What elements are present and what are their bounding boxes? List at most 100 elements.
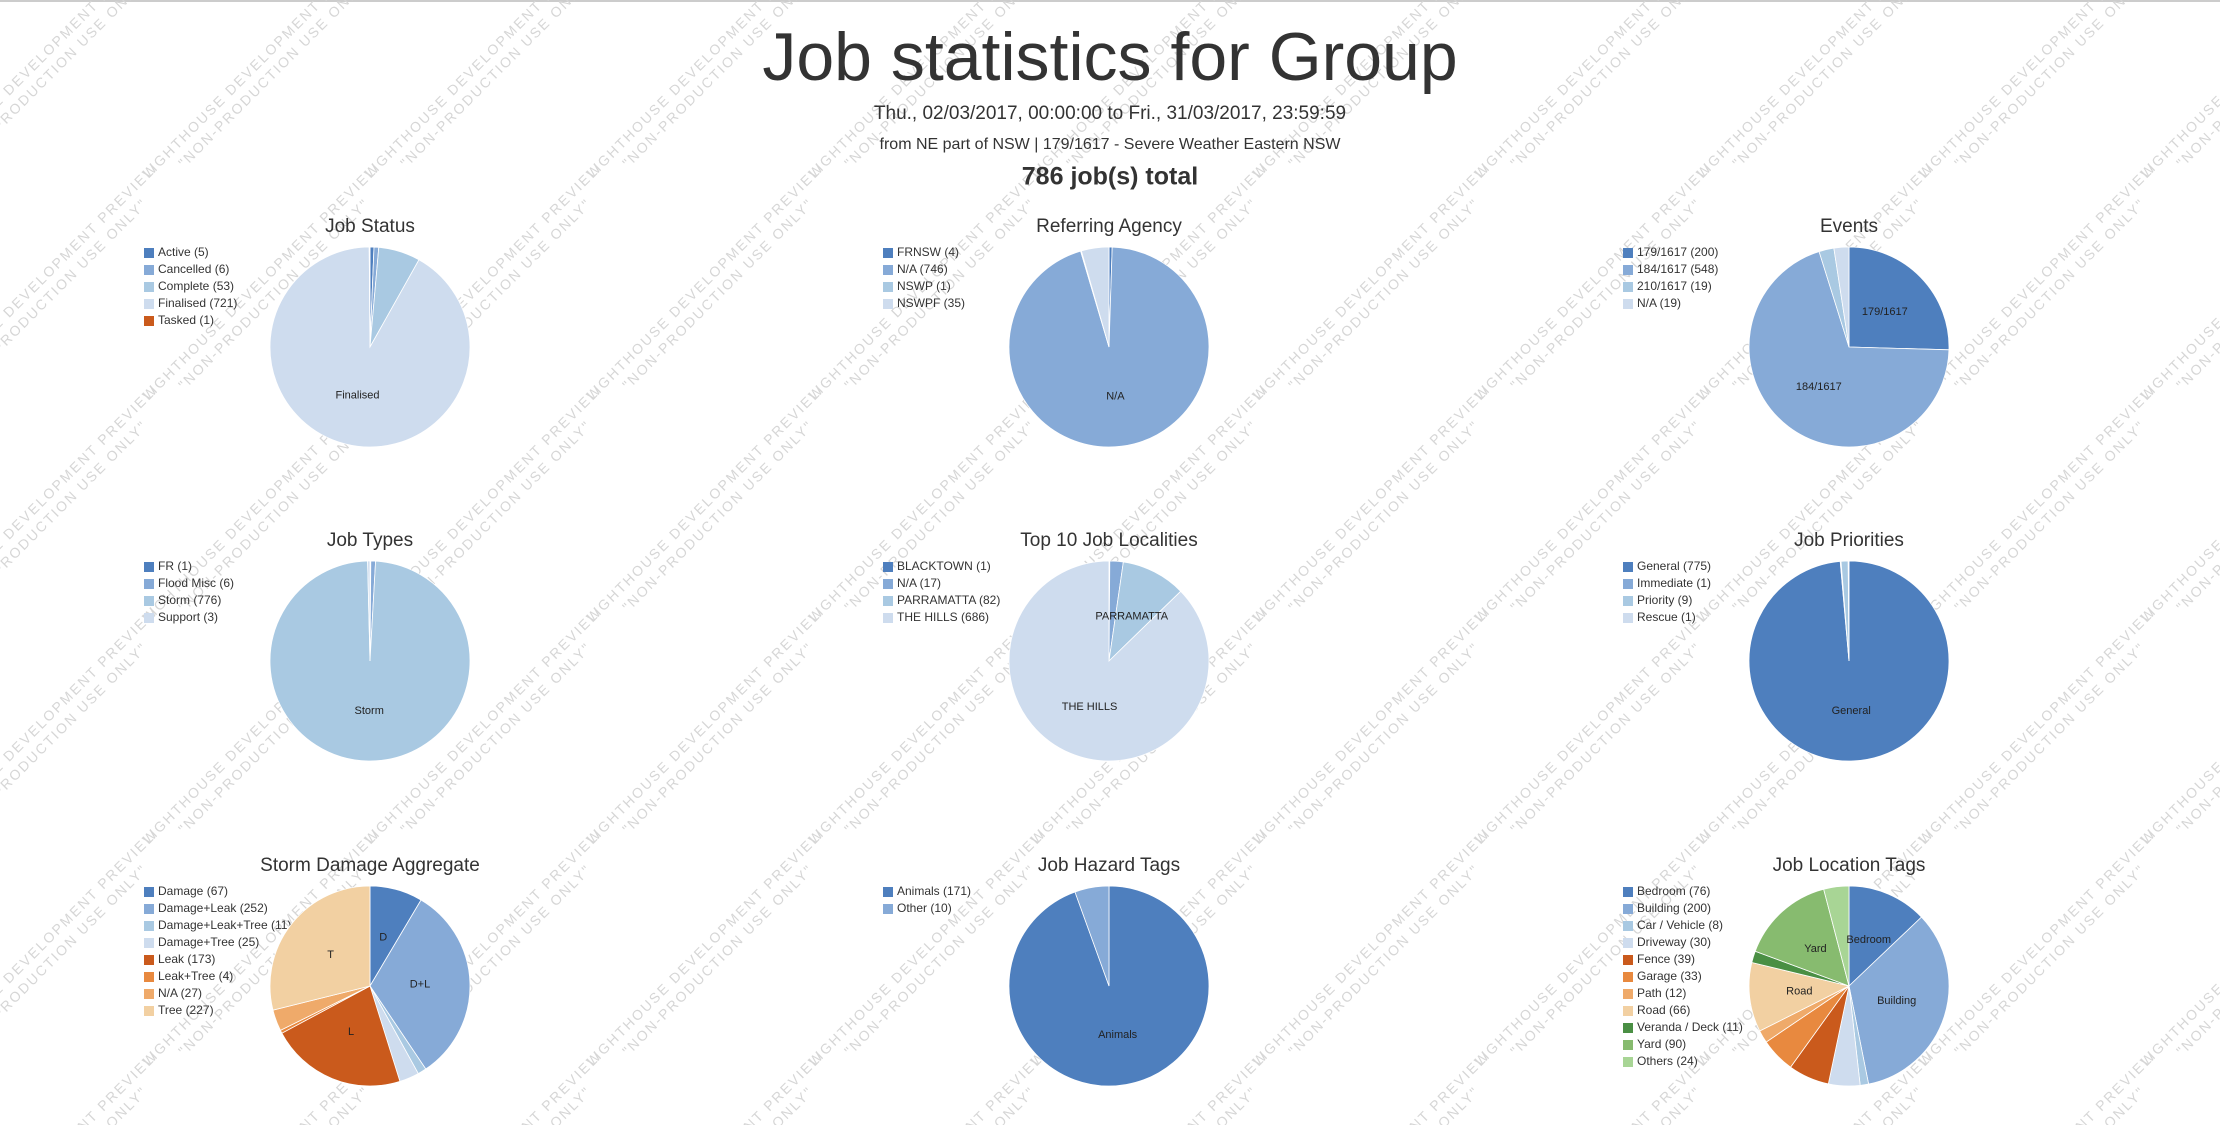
watermark: LIGHTHOUSE DEVELOPMENT PREVIEW"NON-PRODU… <box>1915 381 2159 625</box>
pie-slice <box>369 899 471 1070</box>
watermark-line: "NON-PRODUCTION USE ONLY" <box>397 0 595 171</box>
legend-label: NSWPF (35) <box>897 296 965 310</box>
slice-label: D+L <box>410 979 431 991</box>
legend-swatch <box>144 282 154 292</box>
legend-label: Flood Misc (6) <box>158 576 234 590</box>
legend-swatch <box>883 282 893 292</box>
pie-slice <box>1754 888 1850 987</box>
legend-label: Damage+Tree (25) <box>158 935 259 949</box>
watermark: LIGHTHOUSE DEVELOPMENT PREVIEW"NON-PRODU… <box>139 0 383 181</box>
legend-swatch <box>1623 904 1633 914</box>
legend-swatch <box>144 562 154 572</box>
watermark-line: LIGHTHOUSE DEVELOPMENT PREVIEW <box>1471 603 1715 847</box>
pie-slice <box>1080 246 1110 348</box>
watermark: LIGHTHOUSE DEVELOPMENT PREVIEW"NON-PRODU… <box>1249 159 1493 403</box>
legend-swatch <box>1623 1040 1633 1050</box>
page-title: Job statistics for Group <box>762 19 1457 95</box>
pie-slice <box>1848 916 1950 1085</box>
legend-swatch <box>883 579 893 589</box>
pie-chart: Storm Damage Aggregate Damage (67) Damage+… <box>144 855 480 1087</box>
watermark-line: LIGHTHOUSE DEVELOPMENT PREVIEW <box>0 159 161 403</box>
legend-swatch <box>1623 596 1633 606</box>
watermark-line: LIGHTHOUSE DEVELOPMENT PREVIEW <box>583 825 827 1069</box>
legend-swatch <box>144 887 154 897</box>
legend-swatch <box>144 299 154 309</box>
legend-swatch <box>1623 938 1633 948</box>
watermark-line: "NON-PRODUCTION USE ONLY" <box>175 0 373 171</box>
legend-swatch <box>1623 955 1633 965</box>
watermark-line: "NON-PRODUCTION USE ONLY" <box>1951 195 2149 393</box>
legend-label: Building (200) <box>1637 901 1711 915</box>
legend-label: Tree (227) <box>158 1003 214 1017</box>
legend-swatch <box>144 248 154 258</box>
legend-label: Leak (173) <box>158 952 215 966</box>
watermark-line: "NON-PRODUCTION USE ONLY" <box>619 417 817 615</box>
legend-label: Cancelled (6) <box>158 262 229 276</box>
watermark: LIGHTHOUSE DEVELOPMENT PREVIEW"NON-PRODU… <box>1915 825 2159 1069</box>
watermark-line: LIGHTHOUSE DEVELOPMENT PREVIEW <box>583 381 827 625</box>
legend-label: Active (5) <box>158 245 209 259</box>
legend-label: Finalised (721) <box>158 296 237 310</box>
legend-swatch <box>144 921 154 931</box>
legend-swatch <box>1623 579 1633 589</box>
legend-label: N/A (17) <box>897 576 941 590</box>
pie-chart: Job Priorities General (775) Immediate (1)… <box>1623 530 1950 762</box>
slice-label: THE HILLS <box>1062 701 1118 713</box>
legend-swatch <box>883 265 893 275</box>
legend-label: 179/1617 (200) <box>1637 245 1718 259</box>
legend-swatch <box>883 904 893 914</box>
watermark-line: "NON-PRODUCTION USE ONLY" <box>1285 417 1483 615</box>
watermark-line: "NON-PRODUCTION USE ONLY" <box>619 861 817 1059</box>
legend-label: Path (12) <box>1637 986 1686 1000</box>
legend-swatch <box>1623 282 1633 292</box>
watermark-line: "NON-PRODUCTION USE ONLY" <box>1951 639 2149 837</box>
pie-slice <box>1848 885 1923 987</box>
watermark: LIGHTHOUSE DEVELOPMENT PREVIEW"NON-PRODU… <box>1915 1047 2159 1125</box>
legend-label: General (775) <box>1637 559 1711 573</box>
legend-swatch <box>144 955 154 965</box>
legend-swatch <box>1623 265 1633 275</box>
slice-label: D <box>379 932 387 944</box>
legend-label: Driveway (30) <box>1637 935 1711 949</box>
legend-label: 210/1617 (19) <box>1637 279 1712 293</box>
legend-label: Damage+Leak (252) <box>158 901 268 915</box>
watermark-line: "NON-PRODUCTION USE ONLY" <box>1507 639 1705 837</box>
watermark-line: "NON-PRODUCTION USE ONLY" <box>1951 417 2149 615</box>
watermark-line: LIGHTHOUSE DEVELOPMENT PREVIEW <box>583 159 827 403</box>
legend-swatch <box>144 904 154 914</box>
legend-swatch <box>1623 299 1633 309</box>
legend-label: Bedroom (76) <box>1637 884 1710 898</box>
pie-chart: Referring Agency FRNSW (4) N/A (746) NSWP (… <box>883 216 1210 448</box>
legend-label: NSWP (1) <box>897 279 951 293</box>
legend-label: Yard (90) <box>1637 1037 1686 1051</box>
legend-label: Road (66) <box>1637 1003 1690 1017</box>
legend-swatch <box>144 316 154 326</box>
pie-chart: Top 10 Job Localities BLACKTOWN (1) N/A (1… <box>883 530 1210 762</box>
watermark: LIGHTHOUSE DEVELOPMENT PREVIEW"NON-PRODU… <box>583 603 827 847</box>
slice-label: Building <box>1877 995 1916 1007</box>
pie-slice <box>1848 246 1950 351</box>
watermark-line: "NON-PRODUCTION USE ONLY" <box>1507 0 1705 171</box>
pie-chart: Job Types FR (1) Flood Misc (6) Storm (776)… <box>144 530 471 762</box>
legend-label: FRNSW (4) <box>897 245 959 259</box>
chart-title: Job Hazard Tags <box>1038 855 1180 876</box>
pie-slice <box>368 246 371 348</box>
slice-label: Storm <box>355 705 384 717</box>
legend-label: 184/1617 (548) <box>1637 262 1718 276</box>
legend-swatch <box>144 972 154 982</box>
watermark-line: LIGHTHOUSE DEVELOPMENT PREVIEW <box>1249 159 1493 403</box>
legend-swatch <box>144 989 154 999</box>
legend-swatch <box>1623 1057 1633 1067</box>
legend-swatch <box>1623 1006 1633 1016</box>
legend-swatch <box>144 596 154 606</box>
legend-label: Support (3) <box>158 610 218 624</box>
pie-slice <box>1823 885 1850 987</box>
watermark-line: "NON-PRODUCTION USE ONLY" <box>619 639 817 837</box>
legend-label: FR (1) <box>158 559 192 573</box>
slice-label: Animals <box>1098 1029 1138 1041</box>
legend-label: Car / Vehicle (8) <box>1637 918 1723 932</box>
watermark: LIGHTHOUSE DEVELOPMENT PREVIEW"NON-PRODU… <box>1249 603 1493 847</box>
watermark-line: LIGHTHOUSE DEVELOPMENT PREVIEW <box>1915 603 2159 847</box>
pie-slice <box>1847 560 1850 662</box>
